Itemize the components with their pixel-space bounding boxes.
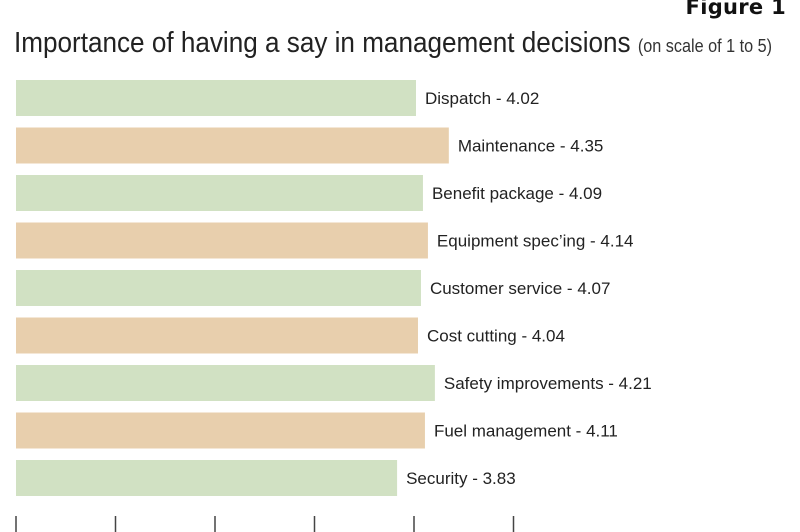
bar-label: Maintenance - 4.35	[458, 137, 604, 156]
chart-title-text: Importance of having a say in management…	[14, 27, 631, 59]
bar-label: Safety improvements - 4.21	[444, 374, 652, 393]
bar-label: Security - 3.83	[406, 469, 516, 488]
chart-title: Importance of having a say in management…	[14, 27, 772, 60]
bar-label: Dispatch - 4.02	[425, 89, 539, 108]
bar-label: Fuel management - 4.11	[434, 422, 618, 441]
bar-label: Benefit package - 4.09	[432, 184, 602, 203]
figure-label: Figure 1	[685, 0, 786, 19]
bar-safety-improvements	[16, 365, 435, 401]
bar-dispatch	[16, 80, 416, 116]
chart-subtitle: (on scale of 1 to 5)	[637, 36, 773, 56]
bar-cost-cutting	[16, 317, 418, 354]
bar-equipment-spec-ing	[16, 222, 428, 259]
bar-benefit-package	[16, 175, 423, 211]
bar-label: Equipment spec’ing - 4.14	[437, 232, 634, 251]
bar-maintenance	[16, 127, 449, 164]
bar-customer-service	[16, 270, 421, 306]
bar-label: Cost cutting - 4.04	[427, 327, 565, 346]
bar-label: Customer service - 4.07	[430, 279, 610, 298]
bar-security	[16, 460, 398, 496]
bar-fuel-management	[16, 412, 425, 449]
